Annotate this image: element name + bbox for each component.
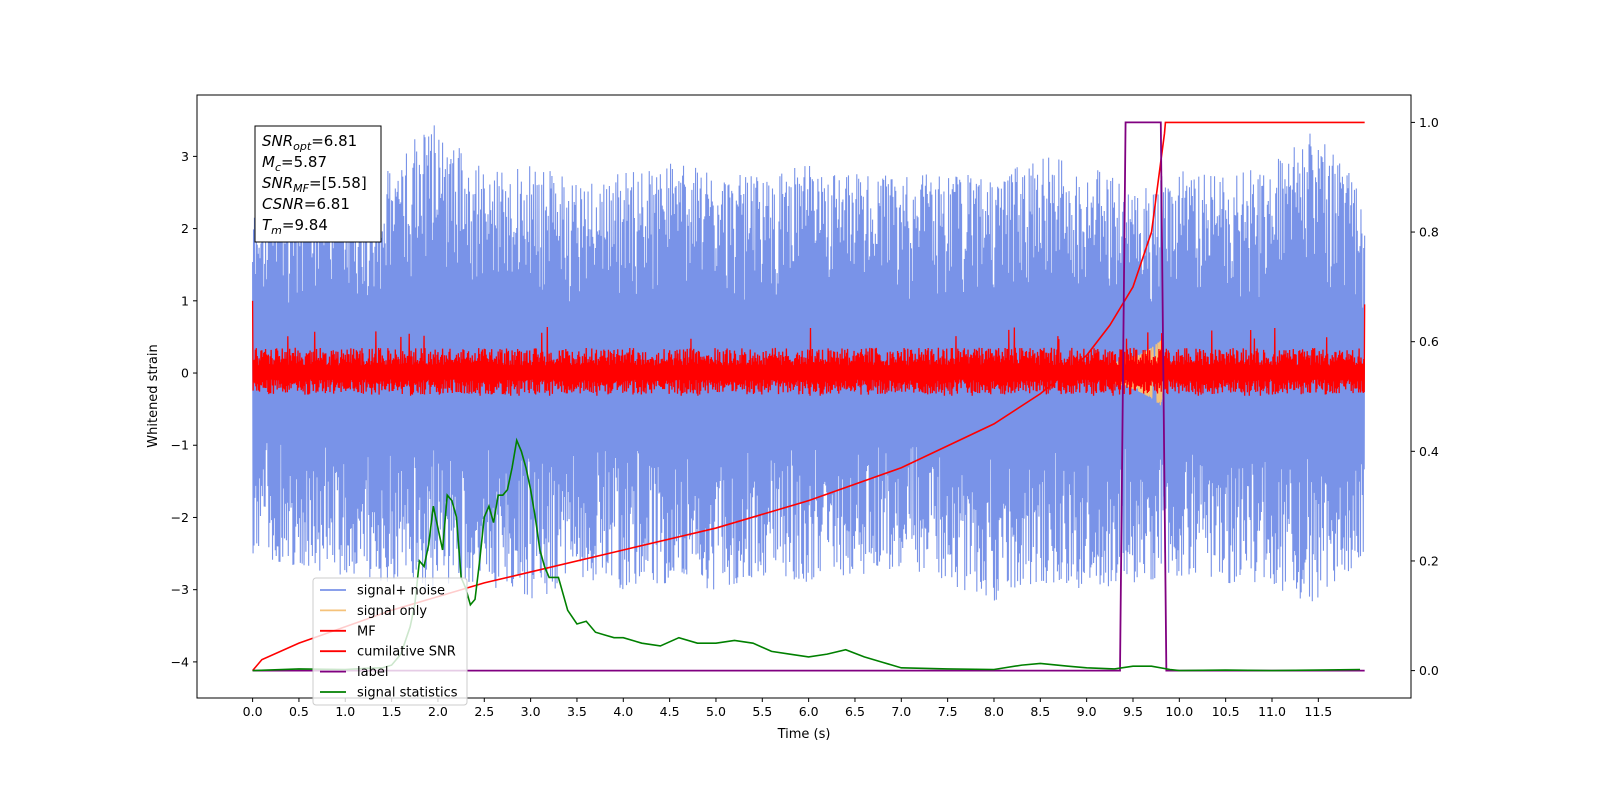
x-tick-label: 8.5 — [1030, 704, 1050, 719]
annotation-line: Tm=9.84 — [262, 216, 328, 237]
series-signal-statistics-line — [252, 437, 1361, 672]
y-left-tick-label: −1 — [171, 438, 189, 453]
x-tick-label: 4.5 — [660, 704, 680, 719]
y-axis-title: Whitened strain — [146, 344, 161, 447]
legend-frame — [312, 577, 468, 706]
legend: signal+ noise signal only MF cumilative SNR… — [312, 577, 468, 706]
legend-label: MF — [357, 624, 376, 639]
annotation-line: CSNR=6.81 — [262, 195, 350, 213]
series-signal-noise-line — [252, 125, 1366, 602]
y-right-tick-label: 0.0 — [1419, 663, 1439, 678]
legend-label: signal only — [357, 604, 427, 619]
y-axis-right: 1.0 0.8 0.6 0.4 0.2 0.0 — [1411, 115, 1439, 678]
x-tick-label: 6.0 — [799, 704, 819, 719]
x-tick-label: 0.5 — [289, 704, 309, 719]
x-tick-label: 9.5 — [1123, 704, 1143, 719]
x-tick-label: 1.0 — [335, 704, 355, 719]
x-tick-label: 9.0 — [1077, 704, 1097, 719]
x-tick-label: 6.5 — [845, 704, 865, 719]
y-right-tick-label: 0.4 — [1419, 444, 1439, 459]
y-left-tick-label: −2 — [171, 510, 189, 525]
x-tick-label: 5.0 — [706, 704, 726, 719]
y-right-tick-label: 1.0 — [1419, 115, 1439, 130]
x-tick-label: 2.5 — [474, 704, 494, 719]
x-tick-label: 7.5 — [938, 704, 958, 719]
annotation-line: SNRopt=6.81 — [262, 132, 357, 153]
y-left-tick-label: 1 — [181, 293, 189, 308]
y-left-tick-label: −4 — [171, 654, 189, 669]
legend-label: signal+ noise — [357, 584, 445, 599]
x-tick-label: 1.5 — [382, 704, 402, 719]
x-tick-label: 10.0 — [1165, 704, 1193, 719]
x-tick-label: 10.5 — [1212, 704, 1240, 719]
x-tick-label: 3.5 — [567, 704, 587, 719]
y-left-tick-label: 2 — [181, 221, 189, 236]
x-axis: 0.0 0.5 1.0 1.5 2.0 2.5 3.0 3.5 4.0 4.5 5.0 5.5 6.0 6… — [243, 698, 1332, 719]
annotation-line: SNRMF=[5.58] — [262, 174, 367, 195]
y-right-tick-label: 0.2 — [1419, 553, 1439, 568]
x-tick-label: 3.0 — [521, 704, 541, 719]
x-tick-label: 2.0 — [428, 704, 448, 719]
y-left-tick-label: 0 — [181, 366, 189, 381]
y-right-tick-label: 0.6 — [1419, 334, 1439, 349]
x-tick-label: 0.0 — [243, 704, 263, 719]
x-tick-label: 4.0 — [613, 704, 633, 719]
y-left-tick-label: −3 — [171, 582, 189, 597]
y-left-tick-label: 3 — [181, 149, 189, 164]
x-tick-label: 8.0 — [984, 704, 1004, 719]
x-tick-label: 11.5 — [1304, 704, 1332, 719]
annotation-line: Mc=5.87 — [262, 153, 327, 174]
x-tick-label: 11.0 — [1258, 704, 1286, 719]
series-mf-line — [251, 300, 1366, 396]
x-tick-label: 5.5 — [752, 704, 772, 719]
legend-label: label — [357, 665, 388, 680]
x-tick-label: 7.0 — [891, 704, 911, 719]
x-axis-title: Time (s) — [777, 727, 831, 742]
y-right-tick-label: 0.8 — [1419, 225, 1439, 240]
legend-label: cumilative SNR — [357, 645, 456, 660]
y-axis-left: 3 2 1 0 −1 −2 −3 −4 — [171, 149, 197, 669]
legend-label: signal statistics — [357, 686, 458, 701]
plot-frame — [196, 94, 1412, 699]
annotation-frame — [254, 125, 382, 243]
